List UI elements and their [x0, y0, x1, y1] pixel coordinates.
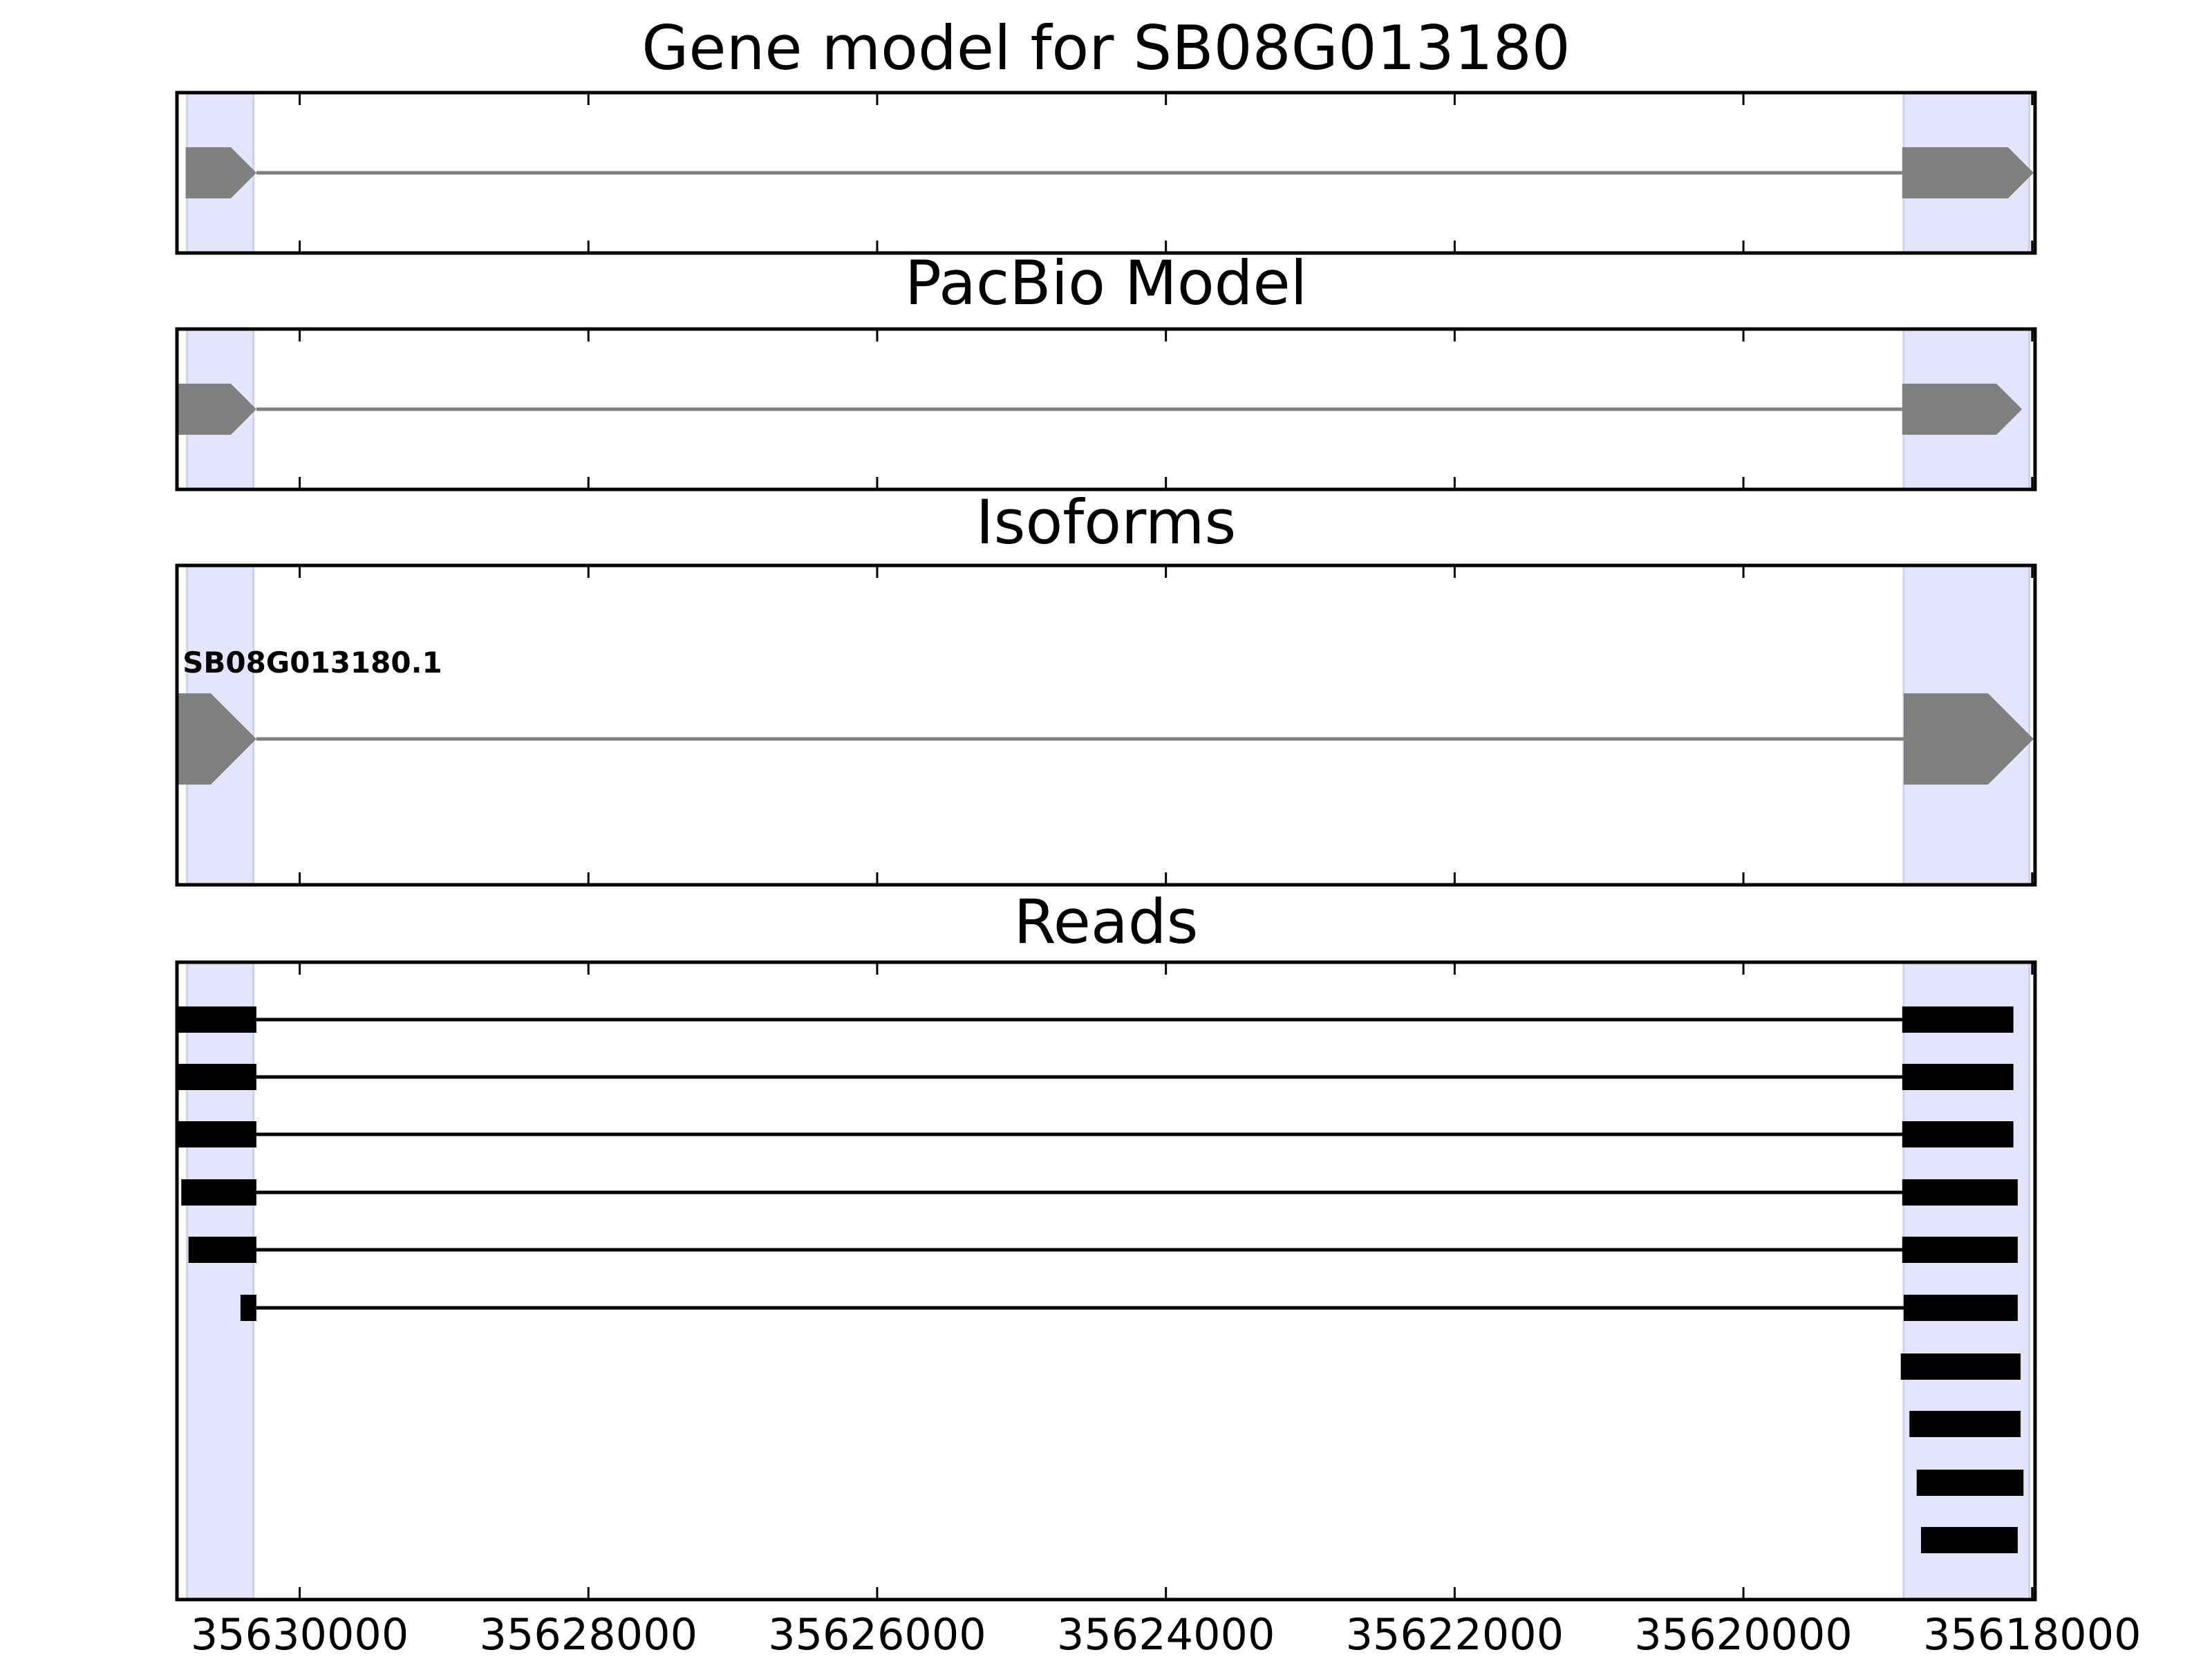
panel-gene-model: Gene model for SB08G013180	[175, 12, 2037, 255]
read-block	[188, 1237, 256, 1263]
read-alignment	[188, 1237, 2018, 1263]
read-block	[1903, 1295, 2018, 1321]
read-alignment	[178, 1121, 2014, 1147]
panel-title: Gene model for SB08G013180	[641, 12, 1571, 84]
read-block	[1902, 1121, 2014, 1147]
exon-block	[185, 147, 256, 198]
panel-title: Isoforms	[976, 487, 1237, 558]
x-tick-label: 35618000	[1923, 1609, 2141, 1659]
axes-frame	[175, 563, 2037, 887]
read-alignment	[1909, 1411, 2021, 1437]
read-alignment	[1916, 1470, 2024, 1496]
panel-isoforms: Isoforms SB08G013180.1	[175, 487, 2037, 887]
read-block	[178, 1006, 256, 1033]
read-block	[240, 1295, 256, 1321]
x-tick-label: 35622000	[1346, 1609, 1564, 1659]
read-block	[1902, 1064, 2014, 1090]
x-tick-label: 35624000	[1057, 1609, 1275, 1659]
transcript-model: SB08G013180.1	[178, 646, 2034, 785]
panel-title: PacBio Model	[905, 247, 1307, 319]
highlight-region	[186, 961, 255, 1601]
exon-block	[178, 693, 256, 785]
axes-frame	[175, 327, 2037, 491]
panel-pacbio-model: PacBio Model	[175, 247, 2037, 491]
read-block	[178, 1121, 256, 1147]
read-block	[1909, 1411, 2021, 1437]
read-alignment	[178, 1064, 2014, 1090]
x-tick-label: 35620000	[1634, 1609, 1853, 1659]
read-block	[1916, 1470, 2024, 1496]
exon-block	[1902, 147, 2034, 198]
read-alignment	[240, 1295, 2018, 1321]
read-alignment	[178, 1006, 2014, 1033]
highlight-region	[1902, 961, 2031, 1601]
x-tick-label: 35628000	[479, 1609, 697, 1659]
read-block	[178, 1064, 256, 1090]
read-alignment	[181, 1179, 2018, 1206]
axes-frame	[175, 91, 2037, 255]
exon-block	[178, 384, 256, 435]
panel-reads: Reads	[175, 886, 2037, 1602]
exon-block	[1903, 693, 2034, 785]
transcript-model	[178, 384, 2023, 435]
panel-title: Reads	[1014, 886, 1199, 957]
x-tick-label: 35630000	[191, 1609, 409, 1659]
read-alignment	[1900, 1353, 2021, 1380]
read-block	[1921, 1527, 2018, 1553]
read-block	[1902, 1237, 2018, 1263]
axes-frame	[175, 960, 2037, 1602]
isoform-label: SB08G013180.1	[182, 646, 442, 679]
read-alignment	[1921, 1527, 2018, 1553]
read-block	[1902, 1006, 2014, 1033]
read-block	[1902, 1179, 2018, 1206]
read-block	[1900, 1353, 2021, 1380]
x-tick-label: 35626000	[768, 1609, 986, 1659]
transcript-model	[185, 147, 2034, 198]
read-block	[181, 1179, 256, 1206]
exon-block	[1902, 384, 2023, 435]
